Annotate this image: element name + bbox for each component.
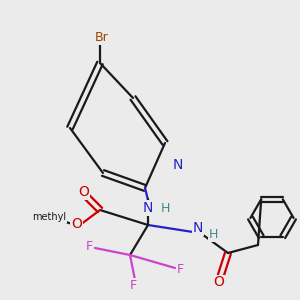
Text: O: O [71,217,82,230]
Text: N: N [173,158,183,172]
Text: F: F [86,240,93,253]
Text: F: F [177,263,184,276]
Text: Br: Br [94,31,108,44]
Text: O: O [213,275,224,290]
Text: methyl: methyl [32,212,66,222]
Text: N: N [143,201,153,215]
Text: N: N [193,221,203,235]
Text: O: O [78,185,89,199]
Text: F: F [130,279,137,292]
Text: H: H [208,229,218,242]
Text: H: H [160,202,170,214]
